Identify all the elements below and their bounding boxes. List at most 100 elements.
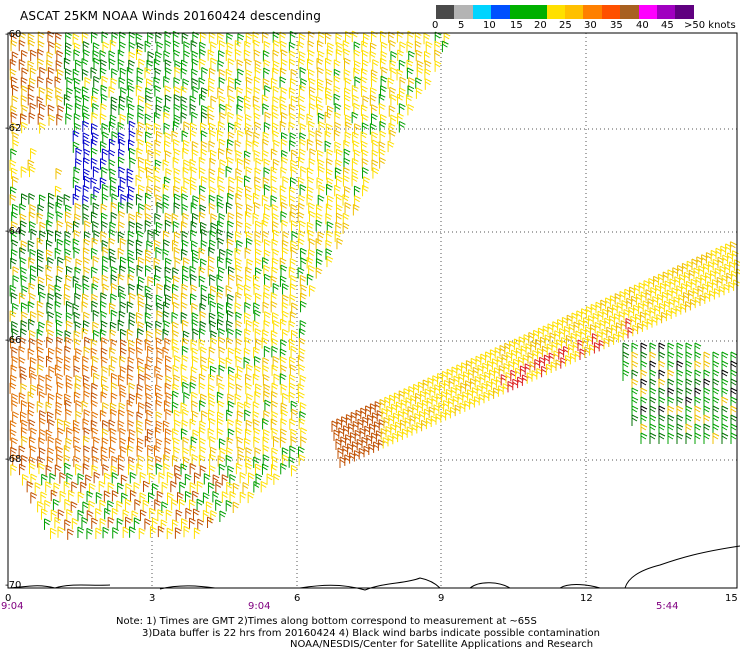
wind-barb (288, 266, 296, 278)
wind-barb (200, 284, 208, 297)
wind-barb (306, 139, 314, 151)
wind-barb (290, 95, 298, 107)
wind-barb (154, 185, 161, 197)
wind-barb (137, 112, 145, 124)
wind-barb (191, 68, 198, 80)
wind-barb (212, 490, 220, 503)
wind-barb (191, 240, 198, 252)
wind-barb (147, 229, 155, 242)
wind-barb (46, 219, 53, 232)
wind-barb (172, 120, 180, 133)
wind-barb (54, 300, 62, 313)
wind-barb (207, 265, 215, 277)
wind-barb (30, 492, 38, 504)
wind-barb (263, 319, 271, 332)
wind-barb (272, 221, 279, 233)
pass-time-label: 9:04 (1, 601, 23, 612)
wind-barb (66, 103, 73, 115)
wind-barb (82, 105, 89, 117)
wind-barb (361, 122, 369, 134)
wind-barb (352, 204, 360, 216)
wind-barb (244, 301, 252, 314)
wind-barb (280, 402, 288, 414)
wind-barb (423, 32, 431, 45)
wind-barb (151, 483, 159, 495)
wind-barb (29, 102, 37, 115)
wind-barb (121, 492, 128, 504)
wind-barb (299, 66, 307, 79)
wind-barb (189, 418, 197, 430)
color-scale-label: 5 (458, 20, 465, 31)
wind-barb (28, 112, 36, 124)
wind-barb (685, 432, 693, 444)
wind-barb (155, 294, 163, 306)
wind-barb (282, 392, 289, 405)
wind-barb (37, 500, 44, 513)
wind-barb (102, 283, 110, 296)
wind-barb (75, 348, 82, 360)
wind-barb (255, 338, 262, 350)
wind-barb (424, 68, 432, 80)
wind-barb (9, 193, 17, 206)
wind-barb (12, 275, 20, 287)
wind-barb (91, 266, 98, 279)
wind-barb (171, 293, 179, 305)
wind-barb (19, 257, 27, 269)
wind-barb (300, 247, 307, 260)
wind-barb (190, 202, 198, 214)
wind-barb (354, 123, 361, 135)
wind-barb (676, 432, 684, 444)
wind-barb (270, 195, 278, 207)
wind-barb (100, 141, 107, 153)
wind-barb (190, 40, 198, 52)
wind-barb (252, 373, 260, 386)
wind-barb (154, 274, 161, 286)
wind-barb (218, 138, 226, 151)
wind-barb (255, 383, 262, 395)
wind-barb (255, 220, 262, 232)
wind-barb (297, 446, 305, 458)
wind-barb (46, 59, 53, 72)
wind-barb (273, 319, 280, 332)
wind-barb (57, 526, 65, 538)
wind-barb (218, 336, 225, 349)
wind-barb (209, 453, 216, 466)
wind-barb (182, 147, 190, 160)
wind-barb (174, 66, 182, 79)
wind-barb (146, 166, 153, 179)
wind-barb (221, 491, 229, 503)
wind-barb (83, 346, 91, 358)
color-scale-swatch (638, 5, 658, 19)
wind-barb (48, 365, 56, 378)
lat-label: -64 (5, 226, 21, 237)
wind-barb (351, 175, 359, 187)
wind-barb (353, 102, 361, 115)
wind-barb (218, 346, 226, 358)
wind-barb (309, 284, 316, 297)
wind-barb (236, 104, 244, 116)
wind-barb (271, 122, 279, 134)
wind-barb (397, 112, 404, 125)
wind-barb (199, 327, 206, 340)
wind-barb (234, 247, 242, 260)
wind-barb (190, 274, 197, 286)
wind-barb (30, 384, 37, 396)
wind-barb (272, 111, 279, 124)
wind-barb (73, 455, 81, 468)
wind-barb (54, 42, 62, 54)
wind-barb (37, 113, 45, 125)
wind-barb (380, 50, 388, 63)
wind-barb (308, 130, 316, 142)
wind-barb (138, 300, 145, 313)
wind-barb (64, 238, 71, 251)
wind-barb (45, 264, 53, 277)
wind-barb (111, 68, 118, 80)
wind-barb (92, 166, 100, 178)
wind-barb (108, 159, 116, 171)
wind-barb (37, 76, 44, 88)
wind-barb (40, 491, 48, 503)
wind-barb (21, 285, 29, 297)
wind-barb (307, 40, 315, 52)
wind-barb (236, 86, 244, 99)
wind-barb (147, 175, 155, 187)
